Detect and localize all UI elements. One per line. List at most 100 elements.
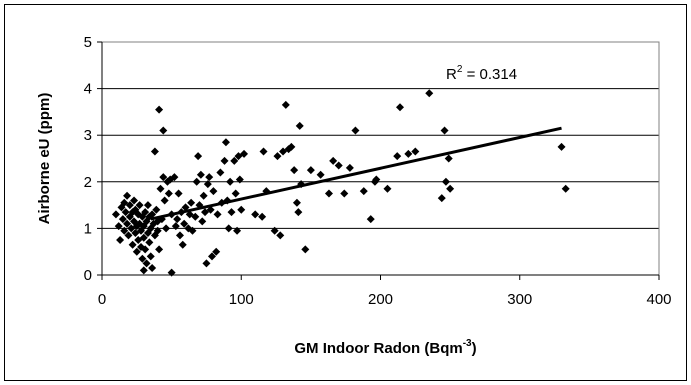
x-tick-label: 200 (368, 291, 393, 308)
r-squared-annotation: R2 = 0.314 (446, 64, 517, 83)
data-point (125, 201, 134, 210)
data-point (557, 142, 566, 151)
data-point (340, 189, 349, 198)
data-point (123, 191, 132, 200)
data-point (139, 233, 148, 242)
data-point (366, 215, 375, 224)
data-point (141, 245, 150, 254)
data-point (139, 266, 148, 275)
data-point (153, 226, 162, 235)
y-tick-label: 0 (84, 267, 92, 284)
data-point (191, 212, 200, 221)
data-point (444, 154, 453, 163)
data-point (561, 184, 570, 193)
data-point (324, 189, 333, 198)
x-axis-label: GM Indoor Radon (Bqm-3) (294, 338, 476, 357)
data-point (198, 217, 207, 226)
data-point (138, 254, 147, 263)
x-tick-label: 300 (507, 291, 532, 308)
data-point (383, 184, 392, 193)
data-point (203, 180, 212, 189)
data-point (281, 100, 290, 109)
data-point (174, 189, 183, 198)
data-point (301, 245, 310, 254)
x-tick-label: 100 (229, 291, 254, 308)
y-tick-label: 2 (84, 174, 92, 191)
data-point (202, 259, 211, 268)
r-squared-base: R (446, 66, 457, 83)
data-point (145, 238, 154, 247)
data-point (372, 175, 381, 184)
data-point (224, 224, 233, 233)
data-point (155, 105, 164, 114)
data-point (237, 205, 246, 214)
data-point (121, 208, 130, 217)
chart-frame: 0 1 2 3 4 5 0 100 200 300 400 R2 = 0.314 GM Indoor… (4, 4, 687, 381)
data-point (306, 166, 315, 175)
data-point (150, 147, 159, 156)
data-point (128, 240, 137, 249)
data-point (148, 210, 157, 219)
data-point (221, 138, 230, 147)
data-point (233, 226, 242, 235)
data-point (170, 173, 179, 182)
data-point (226, 177, 235, 186)
data-point (395, 103, 404, 112)
data-point (142, 259, 151, 268)
data-points (111, 89, 570, 277)
data-point (196, 170, 205, 179)
data-point (194, 152, 203, 161)
data-point (120, 226, 129, 235)
data-point (359, 187, 368, 196)
data-point (148, 264, 157, 273)
data-point (159, 173, 168, 182)
trendline (150, 126, 562, 221)
data-point (440, 126, 449, 135)
data-point (227, 208, 236, 217)
r-squared-value: = 0.314 (462, 66, 517, 83)
data-point (160, 196, 169, 205)
x-tick-label: 400 (646, 291, 671, 308)
data-point (441, 177, 450, 186)
data-point (156, 184, 165, 193)
data-point (235, 175, 244, 184)
data-point (164, 189, 173, 198)
data-point (273, 152, 282, 161)
data-point (259, 147, 268, 156)
data-point (345, 163, 354, 172)
data-point (143, 201, 152, 210)
x-axis-label-suffix: ) (472, 340, 477, 357)
data-point (111, 210, 120, 219)
data-point (159, 126, 168, 135)
data-point (404, 149, 413, 158)
data-point (192, 177, 201, 186)
data-point (116, 236, 125, 245)
y-tick-label: 4 (84, 81, 92, 98)
data-point (437, 194, 446, 203)
data-point (188, 226, 197, 235)
data-point (240, 149, 249, 158)
plot-area (101, 41, 660, 276)
data-point (294, 208, 303, 217)
data-point (132, 247, 141, 256)
data-point (329, 156, 338, 165)
data-point (178, 240, 187, 249)
axes: 0 1 2 3 4 5 0 100 200 300 400 (84, 34, 672, 308)
data-point (125, 212, 134, 221)
data-point (171, 222, 180, 231)
data-point (123, 219, 132, 228)
data-point (334, 161, 343, 170)
data-point (446, 184, 455, 193)
x-axis-label-text: GM Indoor Radon (Bqm (294, 340, 462, 357)
data-point (205, 173, 214, 182)
data-point (135, 201, 144, 210)
x-axis-label-superscript: -3 (463, 338, 472, 349)
data-point (258, 212, 267, 221)
data-point (213, 210, 222, 219)
data-point (152, 205, 161, 214)
data-point (295, 121, 304, 130)
data-point (393, 152, 402, 161)
data-point (187, 198, 196, 207)
y-tick-label: 1 (84, 220, 92, 237)
